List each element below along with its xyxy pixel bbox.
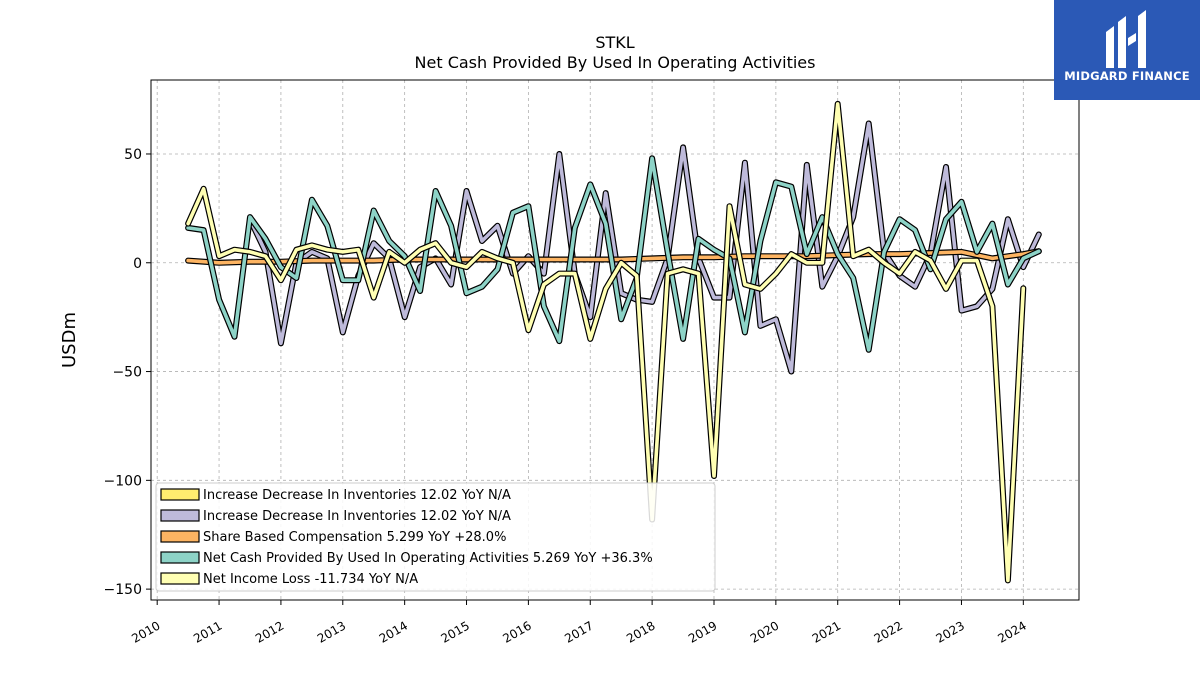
y-axis-label: USDm bbox=[59, 312, 80, 368]
legend: Increase Decrease In Inventories 12.02 Y… bbox=[155, 482, 716, 592]
x-tick-label: 2018 bbox=[624, 618, 657, 645]
x-tick-label: 2022 bbox=[872, 618, 905, 645]
series-line-1 bbox=[247, 120, 1042, 375]
x-tick-label: 2021 bbox=[810, 618, 843, 645]
legend-label: Increase Decrease In Inventories 12.02 Y… bbox=[203, 488, 511, 503]
series-line-4 bbox=[185, 100, 1027, 584]
legend-label: Net Income Loss -11.734 YoY N/A bbox=[203, 572, 418, 587]
legend-label: Net Cash Provided By Used In Operating A… bbox=[203, 551, 653, 566]
x-tick-label: 2011 bbox=[191, 618, 224, 645]
legend-box bbox=[155, 482, 716, 592]
x-tick-label: 2012 bbox=[253, 618, 286, 645]
x-tick-label: 2023 bbox=[933, 618, 966, 645]
x-axis: 2010 2011 2012 2013 2014 2015 2016 2017 2018 2019… bbox=[129, 600, 1029, 646]
legend-swatch bbox=[160, 551, 200, 564]
y-tick-label: −150 bbox=[104, 582, 142, 598]
midgard-finance-logo: MIDGARD FINANCE bbox=[1054, 0, 1200, 100]
x-tick-label: 2016 bbox=[500, 618, 533, 645]
plot-frame bbox=[150, 79, 1080, 601]
logo-text: MIDGARD FINANCE bbox=[1064, 69, 1190, 83]
x-tick-label: 2020 bbox=[748, 618, 781, 645]
series-layer bbox=[185, 100, 1042, 584]
legend-swatch bbox=[160, 530, 200, 543]
series-stroke bbox=[186, 249, 1041, 265]
chart-title: STKL bbox=[595, 33, 634, 52]
x-tick-label: 2017 bbox=[562, 618, 595, 645]
series-line-2 bbox=[185, 248, 1042, 266]
x-tick-label: 2014 bbox=[377, 618, 410, 645]
chart-subtitle: Net Cash Provided By Used In Operating A… bbox=[415, 53, 816, 72]
y-tick-label: 0 bbox=[133, 256, 142, 272]
y-tick-label: 50 bbox=[124, 147, 142, 163]
legend-label: Share Based Compensation 5.299 YoY +28.0… bbox=[203, 530, 506, 545]
legend-swatch bbox=[160, 572, 200, 585]
y-axis: 50 0 −50 −100 −150 bbox=[104, 147, 151, 598]
logo-mark-icon bbox=[1106, 10, 1146, 68]
x-tick-label: 2013 bbox=[315, 618, 348, 645]
series-stroke bbox=[186, 102, 1026, 583]
x-tick-label: 2024 bbox=[995, 618, 1028, 645]
legend-swatch bbox=[160, 488, 200, 501]
legend-swatch bbox=[160, 509, 200, 522]
series-stroke bbox=[248, 121, 1041, 374]
y-tick-label: −50 bbox=[112, 365, 142, 381]
x-tick-label: 2019 bbox=[686, 618, 719, 645]
x-tick-label: 2010 bbox=[129, 618, 162, 645]
legend-label: Increase Decrease In Inventories 12.02 Y… bbox=[203, 509, 511, 524]
x-tick-label: 2015 bbox=[439, 618, 472, 645]
y-tick-label: −100 bbox=[104, 473, 142, 489]
